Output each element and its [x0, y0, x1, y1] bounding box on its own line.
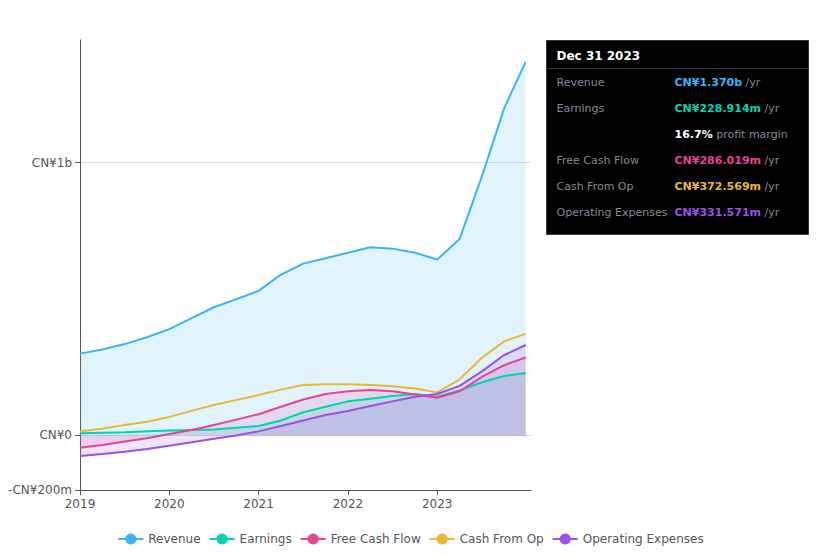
svg-text:2023: 2023 — [422, 497, 453, 511]
svg-text:Revenue: Revenue — [148, 532, 200, 546]
svg-text:Revenue: Revenue — [557, 76, 605, 89]
svg-text:Earnings: Earnings — [557, 102, 605, 115]
svg-text:CN¥1b: CN¥1b — [32, 156, 72, 170]
svg-text:Cash From Op: Cash From Op — [557, 180, 634, 193]
svg-text:/yr: /yr — [742, 76, 761, 89]
svg-text:Earnings: Earnings — [240, 532, 292, 546]
svg-text:2021: 2021 — [243, 497, 274, 511]
svg-text:Cash From Op: Cash From Op — [460, 532, 544, 546]
svg-text:CN¥0: CN¥0 — [39, 428, 72, 442]
svg-text:Operating Expenses: Operating Expenses — [583, 532, 704, 546]
svg-text:Dec 31 2023: Dec 31 2023 — [557, 49, 641, 63]
svg-text:profit margin: profit margin — [713, 128, 788, 141]
svg-text:16.7%: 16.7% — [675, 128, 713, 141]
svg-text:Operating Expenses: Operating Expenses — [557, 206, 668, 219]
svg-text:/yr: /yr — [761, 206, 780, 219]
svg-text:2020: 2020 — [154, 497, 185, 511]
svg-text:/yr: /yr — [761, 102, 780, 115]
svg-text:CN¥331.571m: CN¥331.571m — [675, 206, 762, 219]
svg-text:CN¥228.914m: CN¥228.914m — [675, 102, 762, 115]
svg-text:/yr: /yr — [761, 180, 780, 193]
svg-text:CN¥1.370b: CN¥1.370b — [675, 76, 743, 89]
svg-text:/yr: /yr — [761, 154, 780, 167]
svg-text:Free Cash Flow: Free Cash Flow — [557, 154, 640, 167]
svg-text:-CN¥200m: -CN¥200m — [8, 483, 72, 497]
svg-text:2019: 2019 — [65, 497, 96, 511]
svg-text:Free Cash Flow: Free Cash Flow — [331, 532, 421, 546]
svg-text:2022: 2022 — [333, 497, 364, 511]
svg-text:CN¥372.569m: CN¥372.569m — [675, 180, 762, 193]
svg-text:CN¥286.019m: CN¥286.019m — [675, 154, 762, 167]
